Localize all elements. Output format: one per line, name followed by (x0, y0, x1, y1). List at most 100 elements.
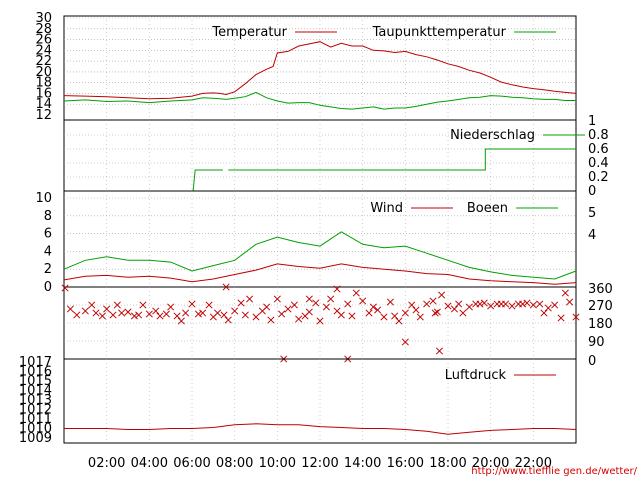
wind_direction-marker (222, 283, 230, 291)
wind_direction-marker (246, 295, 254, 303)
pressure-ytick-label: 1014 (19, 384, 52, 399)
wind_direction-right-tick-label: 360 (588, 282, 613, 297)
wind_direction-marker (152, 307, 160, 315)
wind_direction-marker (139, 301, 147, 309)
pressure-series-0 (64, 423, 577, 435)
time-tick-label: 12:00 (301, 456, 338, 471)
wind_direction-marker (130, 312, 138, 320)
wind_direction-marker (177, 317, 185, 325)
temperature-ytick-label: 14 (35, 97, 52, 112)
temperature-series-1 (63, 91, 576, 110)
wind-series-1 (63, 231, 577, 280)
pressure-ytick-label: 1010 (19, 422, 52, 437)
wind_direction-marker (561, 289, 569, 297)
wind-right-tick-label: 4 (588, 228, 596, 243)
wind_direction-marker (220, 311, 228, 319)
temperature-ytick-label: 28 (35, 22, 52, 37)
pressure-ytick-label: 1012 (19, 403, 52, 418)
wind_direction-right-tick-label: 0 (588, 354, 596, 369)
wind_direction-marker (551, 301, 559, 309)
pressure-legend-label: Luftdruck (445, 368, 507, 383)
wind_direction-marker (519, 300, 527, 308)
temperature-ytick-label: 22 (35, 54, 52, 69)
wind_direction-marker (156, 312, 164, 320)
wind-ytick-label: 4 (44, 244, 52, 259)
wind_direction-marker (423, 300, 431, 308)
wind_direction-marker (199, 309, 207, 317)
wind_direction-marker (386, 298, 394, 306)
time-tick-label: 04:00 (131, 456, 168, 471)
wind-ytick-label: 6 (44, 227, 52, 242)
temperature-legend-label: Taupunkttemperatur (372, 25, 507, 40)
temperature-series-0 (63, 41, 577, 100)
precipitation-series-0 (192, 148, 576, 192)
wind_direction-marker (487, 302, 495, 310)
time-axis: 02:00 04:00 06:00 08:00 10:00 12:00 14:00 16:00… (88, 456, 552, 471)
wind_direction-marker (544, 304, 552, 312)
precipitation-ytick-label: 0.8 (588, 128, 609, 143)
precipitation-ytick-label: 0.4 (588, 156, 609, 171)
wind_direction-marker (536, 300, 544, 308)
time-tick-label: 02:00 (88, 456, 125, 471)
wind_direction-marker (529, 301, 537, 309)
wind_direction-marker (374, 306, 382, 314)
wind_direction-marker (92, 309, 100, 317)
wind_direction-marker (237, 299, 245, 307)
wind_direction-marker (290, 301, 298, 309)
wind_direction-marker (557, 314, 565, 322)
wind_direction-marker (305, 295, 313, 303)
temperature-ytick-label: 30 (35, 11, 52, 26)
time-tick-label: 08:00 (216, 456, 253, 471)
wind_direction-marker (61, 284, 69, 292)
wind_direction-marker (118, 309, 126, 317)
wind_direction-marker (408, 301, 416, 309)
wind_direction-marker (429, 297, 437, 305)
wind_direction-marker (214, 309, 222, 317)
wind_direction-right-tick-label: 270 (588, 299, 613, 314)
wind_direction-marker (359, 297, 367, 305)
wind_direction-marker (369, 303, 377, 311)
wind_direction-marker (124, 308, 132, 316)
wind_direction-marker (444, 302, 452, 310)
time-tick-label: 14:00 (344, 456, 381, 471)
wind_direction-marker (450, 305, 458, 313)
wind_direction-marker (73, 311, 81, 319)
wind_direction-marker (431, 309, 439, 317)
time-tick-label: 10:00 (259, 456, 296, 471)
wind-legend-label: Boeen (467, 201, 508, 216)
wind_direction-marker (572, 313, 580, 321)
wind_direction-marker (103, 305, 111, 313)
temperature-legend-label: Temperatur (211, 25, 287, 40)
precipitation-legend-label: Niederschlag (450, 128, 535, 143)
wind_direction-marker (224, 316, 232, 324)
wind_direction-marker (508, 302, 516, 310)
temperature-ytick-label: 20 (35, 65, 52, 80)
wind_direction-marker (416, 313, 424, 321)
wind_direction-right-tick-label: 180 (588, 317, 613, 332)
wind-ytick-label: 8 (44, 209, 52, 224)
wind-ytick-label: 2 (44, 262, 52, 277)
wind_direction-marker (327, 295, 335, 303)
wind_direction-marker (348, 312, 356, 320)
wind_direction-marker (312, 299, 320, 307)
credit-url[interactable]: http://www.tiefflie gen.de/wetter/ (471, 466, 637, 477)
wind-right-tick-label: 5 (588, 206, 596, 221)
wind_direction-marker (365, 309, 373, 317)
wind_direction-marker (438, 291, 446, 299)
wind_direction-marker (182, 309, 190, 317)
precipitation-ytick-label: 0.2 (588, 170, 609, 185)
pressure-ytick-label: 1015 (19, 374, 52, 389)
wind-ytick-label: 0 (44, 280, 52, 295)
precipitation-ytick-label: 1 (588, 114, 596, 129)
wind_direction-marker (391, 312, 399, 320)
wind_direction-marker (231, 307, 239, 315)
wind_direction-marker (88, 301, 96, 309)
wind_direction-marker (344, 300, 352, 308)
wind_direction-marker (81, 307, 89, 315)
wind_direction-marker (566, 298, 574, 306)
wind_direction-marker (109, 311, 117, 319)
temperature-ytick-label: 16 (35, 86, 52, 101)
wind_direction-marker (188, 300, 196, 308)
